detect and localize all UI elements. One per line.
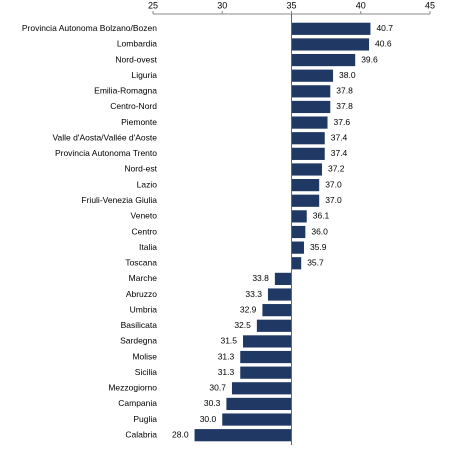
value-label: 32.5 — [234, 320, 251, 330]
bar — [291, 241, 304, 254]
value-label: 40.7 — [376, 23, 393, 33]
bar — [291, 116, 328, 129]
category-label: Campania — [118, 398, 157, 408]
bar — [291, 147, 325, 160]
value-label: 39.6 — [361, 54, 378, 64]
bar — [291, 257, 302, 270]
value-label: 36.1 — [313, 211, 330, 221]
category-label: Calabria — [125, 429, 157, 439]
value-label: 36.0 — [311, 226, 328, 236]
value-label: 33.3 — [245, 289, 262, 299]
value-label: 31.5 — [220, 336, 237, 346]
value-label: 31.3 — [218, 367, 235, 377]
category-label: Valle d'Aosta/Vallée d'Aoste — [52, 132, 157, 142]
x-tick-label: 35 — [286, 0, 296, 10]
x-tick-label: 45 — [425, 0, 435, 10]
category-label: Lazio — [137, 179, 158, 189]
x-tick-label: 40 — [356, 0, 366, 10]
value-label: 38.0 — [339, 70, 356, 80]
bar — [291, 38, 370, 51]
category-label: Centro — [131, 226, 157, 236]
category-label: Provincia Autonoma Bolzano/Bozen — [22, 23, 157, 33]
category-label: Italia — [139, 242, 157, 252]
category-label: Abruzzo — [126, 289, 157, 299]
category-label: Veneto — [131, 211, 158, 221]
bar — [262, 304, 292, 317]
value-label: 37.0 — [325, 179, 342, 189]
category-label: Marche — [129, 273, 158, 283]
bar — [291, 225, 306, 239]
bar — [291, 179, 320, 192]
bar — [240, 366, 292, 379]
bar — [291, 100, 331, 114]
category-label: Umbria — [130, 304, 158, 314]
value-label: 30.7 — [209, 383, 226, 393]
category-label: Nord-ovest — [115, 54, 157, 64]
category-label: Emilia-Romagna — [94, 86, 157, 96]
category-label: Nord-est — [124, 164, 157, 174]
value-label: 37.0 — [325, 195, 342, 205]
bar — [291, 53, 356, 67]
bar — [267, 288, 292, 301]
bar — [291, 85, 331, 98]
category-label: Toscana — [125, 258, 157, 268]
bar — [291, 132, 325, 145]
category-label: Lombardia — [117, 39, 157, 49]
value-label: 37.6 — [334, 117, 351, 127]
x-tick-label: 30 — [217, 0, 227, 10]
value-label: 33.8 — [252, 273, 269, 283]
category-label: Centro-Nord — [110, 101, 157, 111]
value-label: 30.0 — [200, 414, 217, 424]
value-label: 37.4 — [331, 132, 348, 142]
category-label: Piemonte — [121, 117, 157, 127]
bar — [274, 272, 292, 285]
value-label: 32.9 — [240, 304, 257, 314]
value-label: 28.0 — [172, 429, 189, 439]
value-label: 37.4 — [331, 148, 348, 158]
category-label: Liguria — [131, 70, 157, 80]
value-label: 37.8 — [336, 101, 353, 111]
bar — [194, 429, 292, 442]
category-label: Provincia Autonoma Trento — [55, 148, 157, 158]
bar — [291, 69, 334, 82]
x-tick-label: 25 — [148, 0, 158, 10]
value-label: 35.7 — [307, 258, 324, 268]
bar — [291, 194, 320, 207]
category-label: Molise — [132, 351, 157, 361]
bar — [291, 163, 322, 176]
value-label: 35.9 — [310, 242, 327, 252]
category-label: Basilicata — [121, 320, 158, 330]
bar — [243, 335, 292, 348]
value-label: 40.6 — [375, 39, 392, 49]
bar — [291, 22, 371, 35]
bar — [240, 350, 292, 364]
bar — [291, 210, 307, 223]
value-label: 37.2 — [328, 164, 345, 174]
value-label: 31.3 — [218, 351, 235, 361]
value-label: 30.3 — [204, 398, 221, 408]
value-label: 37.8 — [336, 86, 353, 96]
bar — [231, 382, 292, 395]
category-label: Friuli-Venezia Giulia — [81, 195, 157, 205]
category-label: Puglia — [133, 414, 157, 424]
category-label: Sardegna — [120, 336, 157, 346]
category-label: Mezzogiorno — [108, 383, 157, 393]
category-label: Sicilia — [135, 367, 157, 377]
bar — [256, 319, 292, 332]
bar — [226, 397, 292, 411]
bar — [222, 413, 292, 426]
